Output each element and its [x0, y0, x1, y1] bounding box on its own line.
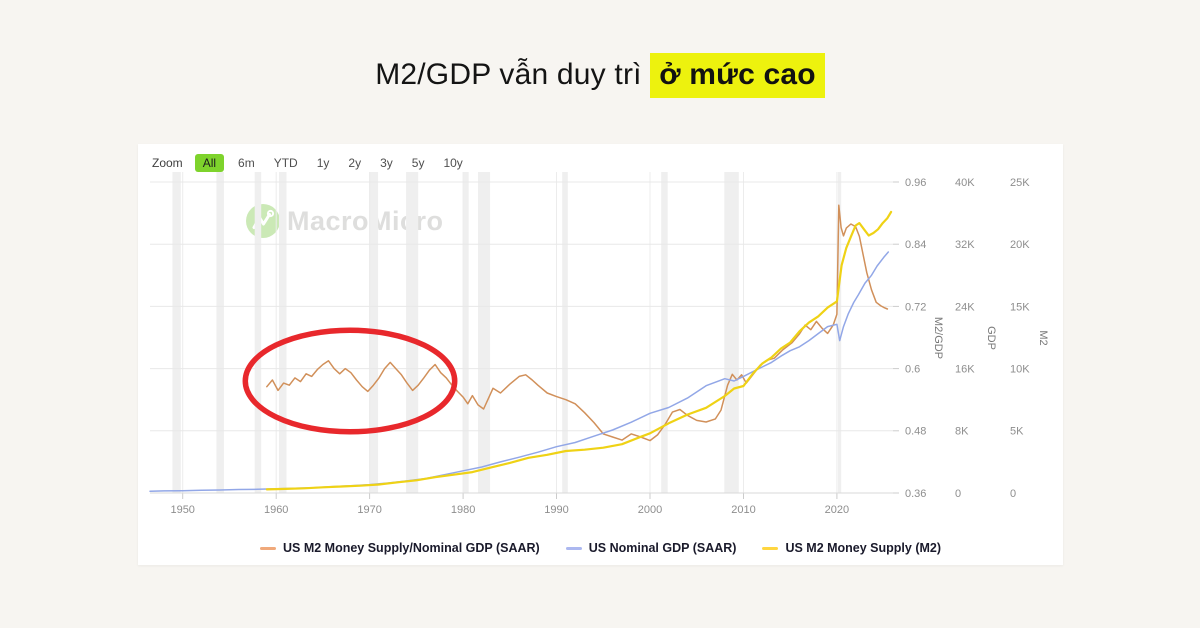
recession-band: [478, 172, 491, 493]
legend-label: US Nominal GDP (SAAR): [588, 541, 737, 555]
chart-plot-area[interactable]: 1950 1960 1970 1980 1990 2000 2010 2020 0.96 40K 2…: [138, 144, 1063, 565]
range-button-5y[interactable]: 5y: [407, 154, 430, 172]
y-tick-label: 0.96: [905, 177, 926, 189]
page-title: M2/GDP vẫn duy trì ở mức cao: [0, 53, 1200, 98]
y-tick-label: 8K: [955, 426, 969, 438]
y-tick-label: 0: [1010, 488, 1016, 500]
y-tick-label: 25K: [1010, 177, 1030, 189]
title-text: M2/GDP vẫn duy trì: [375, 58, 642, 91]
recession-band: [216, 172, 224, 493]
us-m2-money-supply-line[interactable]: [265, 210, 893, 491]
range-button-all[interactable]: All: [194, 154, 225, 172]
recession-band: [724, 172, 739, 493]
y-tick-label: 0.6: [905, 363, 920, 375]
x-tick-label: 1970: [357, 504, 381, 516]
recession-band: [406, 172, 419, 493]
y-axis-name: M2: [1037, 330, 1049, 345]
x-tick-label: 1960: [264, 504, 288, 516]
legend-label: US M2 Money Supply/Nominal GDP (SAAR): [282, 541, 540, 555]
legend-item-nominal-gdp[interactable]: US Nominal GDP (SAAR): [565, 541, 737, 555]
recession-band: [254, 172, 262, 493]
us-m2-gdp-ratio-line[interactable]: [266, 204, 889, 442]
y-tick-label: 0: [955, 488, 961, 500]
recession-band: [562, 172, 568, 493]
legend-label: US M2 Money Supply (M2): [785, 541, 942, 555]
legend-item-m2-money-supply[interactable]: US M2 Money Supply (M2): [762, 541, 941, 555]
zoom-label: Zoom: [152, 156, 183, 170]
y-tick-label: 5K: [1010, 426, 1024, 438]
recession-band: [661, 172, 668, 493]
legend-dash-icon: [762, 546, 779, 550]
y-tick-label: 15K: [1010, 301, 1030, 313]
recession-band: [463, 172, 469, 493]
y-axis-name: GDP: [985, 326, 997, 350]
legend-dash-icon: [565, 546, 582, 550]
y-tick-label: 10K: [1010, 363, 1030, 375]
y-tick-label: 20K: [1010, 239, 1030, 251]
y-axis-name: M2/GDP: [932, 317, 944, 359]
x-tick-label: 1950: [170, 504, 194, 516]
recession-band: [172, 172, 181, 493]
x-tick-label: 2000: [638, 504, 662, 516]
y-tick-label: 0.84: [905, 239, 926, 251]
range-button-10y[interactable]: 10y: [438, 154, 467, 172]
title-highlight: ở mức cao: [650, 53, 825, 98]
range-button-ytd[interactable]: YTD: [269, 154, 303, 172]
x-tick-label: 1990: [544, 504, 568, 516]
chart-legend: US M2 Money Supply/Nominal GDP (SAAR) US…: [138, 541, 1063, 555]
x-tick-label: 2020: [825, 504, 849, 516]
legend-dash-icon: [259, 546, 276, 550]
y-tick-label: 16K: [955, 363, 975, 375]
y-tick-label: 0.48: [905, 426, 926, 438]
x-tick-label: 1980: [451, 504, 475, 516]
legend-item-m2-gdp-ratio[interactable]: US M2 Money Supply/Nominal GDP (SAAR): [259, 541, 540, 555]
recession-band: [279, 172, 287, 493]
range-button-2y[interactable]: 2y: [343, 154, 366, 172]
range-button-3y[interactable]: 3y: [375, 154, 398, 172]
y-tick-label: 0.72: [905, 301, 926, 313]
range-button-1y[interactable]: 1y: [312, 154, 335, 172]
range-button-6m[interactable]: 6m: [233, 154, 260, 172]
chart-card: Zoom All 6m YTD 1y 2y 3y 5y 10y MacroMic…: [138, 144, 1063, 565]
y-tick-label: 40K: [955, 177, 975, 189]
recession-band: [837, 172, 842, 493]
y-tick-label: 32K: [955, 239, 975, 251]
y-tick-label: 24K: [955, 301, 975, 313]
y-tick-label: 0.36: [905, 488, 926, 500]
x-tick-label: 2010: [731, 504, 755, 516]
highlight-ellipse-annotation: [242, 327, 458, 435]
zoom-toolbar: Zoom All 6m YTD 1y 2y 3y 5y 10y: [152, 152, 468, 174]
